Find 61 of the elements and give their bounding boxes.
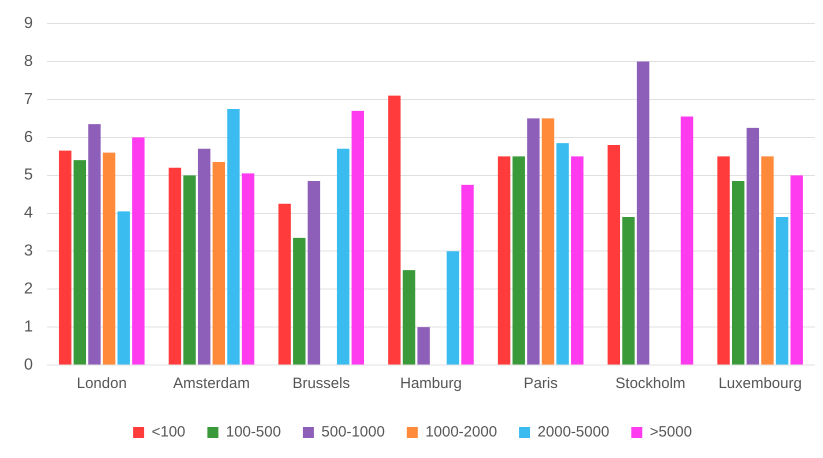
bar: [790, 175, 803, 364]
y-tick-label: 2: [24, 280, 33, 298]
bar: [402, 270, 416, 364]
bar: [293, 238, 306, 364]
y-tick-label: 8: [24, 52, 33, 70]
legend-label: >5000: [650, 424, 692, 441]
legend-label: 1000-2000: [425, 424, 498, 441]
bar: [212, 162, 226, 364]
x-tick-label: Stockholm: [615, 375, 686, 392]
x-tick-label: London: [76, 375, 127, 392]
bar: [183, 175, 196, 364]
bar: [88, 124, 101, 364]
x-tick-label: Amsterdam: [173, 375, 250, 392]
bar: [227, 108, 240, 364]
y-tick-label: 3: [24, 242, 33, 260]
bar: [278, 204, 291, 364]
bar: [336, 148, 350, 364]
x-tick-label: Brussels: [292, 375, 350, 392]
y-tick-label: 1: [24, 318, 33, 336]
bar: [622, 217, 635, 364]
bar: [198, 148, 210, 364]
bar: [102, 152, 116, 364]
bar: [571, 156, 584, 364]
legend-label: 500-1000: [321, 424, 385, 441]
bar: [680, 116, 694, 364]
y-tick-label: 7: [24, 90, 33, 108]
bar: [132, 137, 145, 364]
bar: [388, 96, 401, 364]
y-tick-label: 4: [24, 204, 33, 222]
x-tick-label: Paris: [524, 375, 558, 392]
x-tick-label: Hamburg: [400, 375, 462, 392]
bar: [746, 128, 760, 364]
y-tick-label: 9: [24, 15, 33, 32]
bar: [556, 143, 569, 364]
bar: [168, 168, 182, 364]
bar: [636, 62, 650, 364]
y-tick-label: 6: [24, 128, 33, 146]
bar: [58, 150, 72, 364]
y-tick-label: 0: [24, 356, 33, 374]
x-tick-label: Luxembourg: [718, 375, 802, 392]
bar: [542, 118, 554, 364]
bar: [446, 251, 460, 364]
bar: [776, 217, 788, 364]
bar: [461, 184, 474, 364]
bar: [74, 160, 86, 364]
legend-label: <100: [152, 424, 186, 441]
bar: [308, 181, 320, 364]
bar: [352, 110, 364, 364]
bar: [242, 173, 254, 364]
bar: [761, 156, 774, 364]
legend-label: 2000-5000: [538, 424, 610, 441]
bar: [608, 144, 620, 364]
bar: [717, 156, 730, 364]
bar: [498, 156, 510, 364]
bar: [512, 156, 525, 364]
legend-label: 100-500: [226, 424, 281, 441]
bar: [417, 327, 430, 364]
bar: [117, 211, 130, 364]
y-tick-label: 5: [24, 166, 33, 184]
bar: [527, 118, 540, 364]
bar: [732, 181, 744, 364]
